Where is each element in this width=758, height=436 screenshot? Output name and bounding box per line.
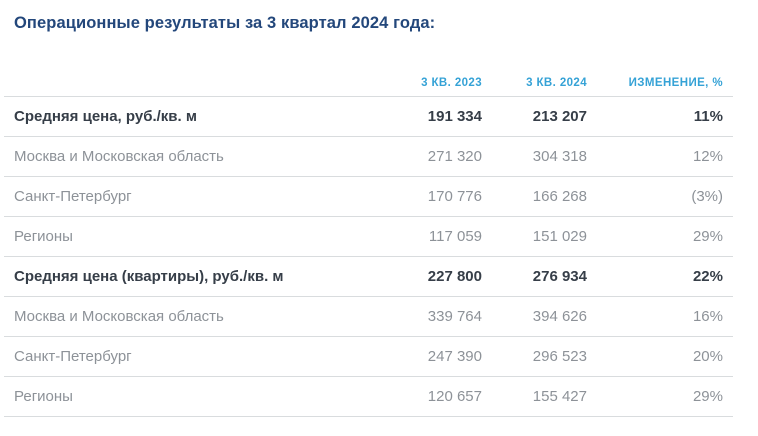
value-q3-2023: 247 390 — [427, 348, 482, 365]
row-label: Санкт-Петербург — [14, 188, 132, 205]
row-label: Регионы — [14, 388, 73, 405]
value-q3-2023: 271 320 — [427, 148, 482, 165]
value-q3-2024: 394 626 — [532, 308, 587, 325]
value-change: 16% — [692, 308, 723, 325]
value-change: 22% — [692, 268, 723, 285]
table-row: Москва и Московская область 339 764 394 … — [4, 297, 733, 337]
table-row: Регионы 117 059 151 029 29% — [4, 217, 733, 257]
value-q3-2023: 170 776 — [427, 188, 482, 205]
value-q3-2024: 155 427 — [532, 388, 587, 405]
row-label: Средняя цена (квартиры), руб./кв. м — [14, 268, 284, 285]
value-q3-2024: 304 318 — [532, 148, 587, 165]
table-row: Средняя цена, руб./кв. м 191 334 213 207… — [4, 97, 733, 137]
results-table: 3 КВ. 2023 3 КВ. 2024 ИЗМЕНЕНИЕ, % Средн… — [4, 33, 733, 417]
column-header-q3-2023: 3 КВ. 2023 — [421, 77, 482, 89]
value-q3-2023: 117 059 — [428, 228, 482, 245]
row-label: Москва и Московская область — [14, 308, 224, 325]
table-row: Регионы 120 657 155 427 29% — [4, 377, 733, 417]
value-q3-2023: 120 657 — [427, 388, 482, 405]
value-q3-2024: 166 268 — [532, 188, 587, 205]
table-row: Санкт-Петербург 170 776 166 268 (3%) — [4, 177, 733, 217]
value-change: 29% — [692, 388, 723, 405]
value-q3-2023: 227 800 — [427, 268, 482, 285]
row-label: Москва и Московская область — [14, 148, 224, 165]
value-change: 29% — [692, 228, 723, 245]
value-change: 11% — [693, 108, 723, 125]
value-change: (3%) — [691, 188, 723, 205]
value-q3-2024: 151 029 — [532, 228, 587, 245]
table-row: Москва и Московская область 271 320 304 … — [4, 137, 733, 177]
value-q3-2024: 213 207 — [532, 108, 587, 125]
column-header-change: ИЗМЕНЕНИЕ, % — [628, 77, 723, 89]
value-change: 20% — [692, 348, 723, 365]
row-label: Регионы — [14, 228, 73, 245]
value-change: 12% — [692, 148, 723, 165]
value-q3-2024: 296 523 — [532, 348, 587, 365]
table-row: Санкт-Петербург 247 390 296 523 20% — [4, 337, 733, 377]
table-header-row: 3 КВ. 2023 3 КВ. 2024 ИЗМЕНЕНИЕ, % — [4, 33, 733, 97]
page-title: Операционные результаты за 3 квартал 202… — [14, 14, 436, 32]
value-q3-2023: 191 334 — [427, 108, 482, 125]
row-label: Средняя цена, руб./кв. м — [14, 108, 197, 125]
column-header-q3-2024: 3 КВ. 2024 — [526, 77, 587, 89]
table-row: Средняя цена (квартиры), руб./кв. м 227 … — [4, 257, 733, 297]
row-label: Санкт-Петербург — [14, 348, 132, 365]
value-q3-2023: 339 764 — [427, 308, 482, 325]
value-q3-2024: 276 934 — [532, 268, 587, 285]
